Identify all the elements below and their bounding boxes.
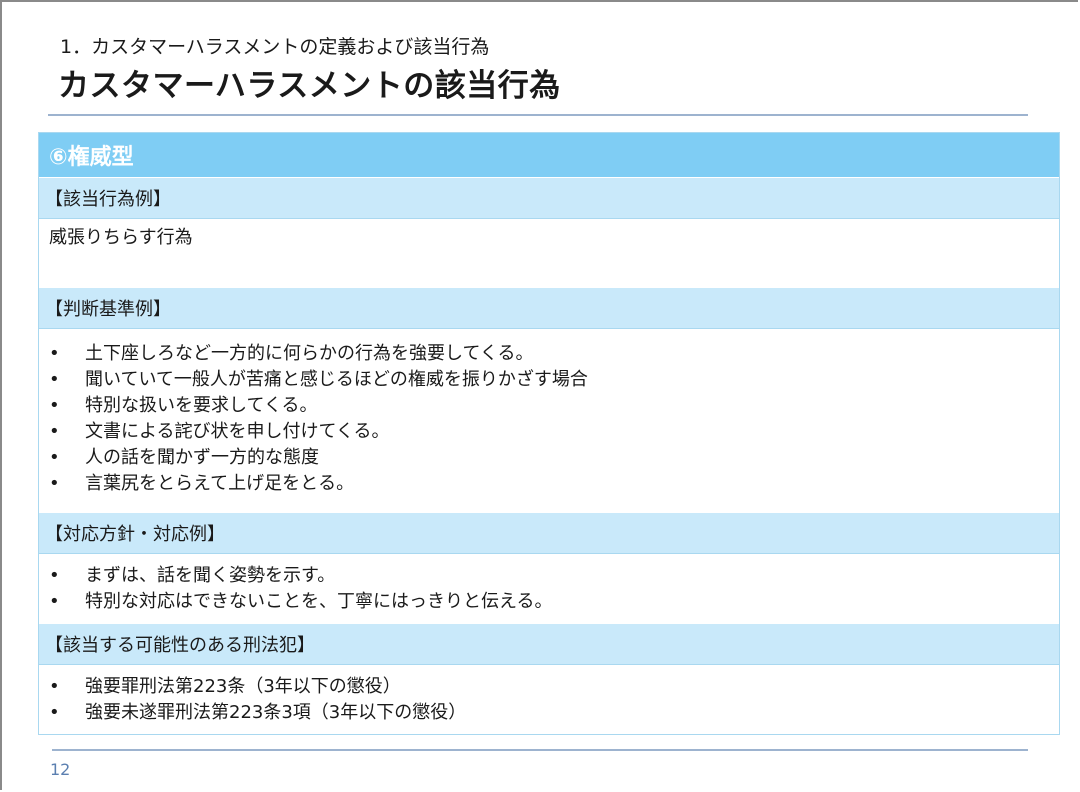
content-table: ⑥権威型 【該当行為例】 威張りちらす行為 【判断基準例】 土下座しろなど一方的… [38, 132, 1060, 735]
table-header: ⑥権威型 [39, 133, 1059, 177]
list-item: 聞いていて一般人が苦痛と感じるほどの権威を振りかざす場合 [49, 367, 1049, 393]
section-body-criteria: 土下座しろなど一方的に何らかの行為を強要してくる。 聞いていて一般人が苦痛と感じ… [39, 329, 1059, 512]
list-item: 強要未遂罪刑法第223条3項（3年以下の懲役） [49, 700, 1049, 726]
slide-title: カスタマーハラスメントの該当行為 [58, 68, 561, 104]
section-body-crimes: 強要罪刑法第223条（3年以下の懲役） 強要未遂罪刑法第223条3項（3年以下の… [39, 665, 1059, 734]
example-text: 威張りちらす行為 [49, 227, 193, 248]
slide-subtitle: 1．カスタマーハラスメントの定義および該当行為 [60, 36, 490, 58]
bottom-divider [52, 749, 1028, 751]
list-item: 強要罪刑法第223条（3年以下の懲役） [49, 674, 1049, 700]
page-number: 12 [50, 760, 71, 779]
section-label-crimes: 【該当する可能性のある刑法犯】 [39, 623, 1059, 665]
section-body-response: まずは、話を聞く姿勢を示す。 特別な対応はできないことを、丁寧にはっきりと伝える… [39, 554, 1059, 623]
list-item: 言葉尻をとらえて上げ足をとる。 [49, 471, 1049, 497]
list-item: まずは、話を聞く姿勢を示す。 [49, 563, 1049, 589]
section-label-criteria: 【判断基準例】 [39, 287, 1059, 329]
list-item: 特別な扱いを要求してくる。 [49, 393, 1049, 419]
top-divider [48, 114, 1028, 116]
section-label-response: 【対応方針・対応例】 [39, 512, 1059, 554]
section-body-examples: 威張りちらす行為 [39, 219, 1059, 287]
list-item: 特別な対応はできないことを、丁寧にはっきりと伝える。 [49, 589, 1049, 615]
section-label-examples: 【該当行為例】 [39, 177, 1059, 219]
list-item: 人の話を聞かず一方的な態度 [49, 445, 1049, 471]
list-item: 土下座しろなど一方的に何らかの行為を強要してくる。 [49, 341, 1049, 367]
list-item: 文書による詫び状を申し付けてくる。 [49, 419, 1049, 445]
